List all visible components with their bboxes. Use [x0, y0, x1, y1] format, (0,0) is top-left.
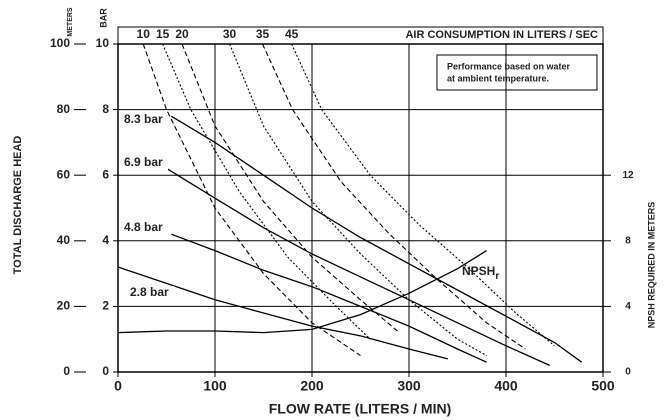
curve [117, 266, 448, 360]
x-tick-label: 100 [203, 378, 227, 394]
y2-tick-label: 4 [625, 301, 631, 312]
x-tick-label: 300 [397, 378, 421, 394]
x-tick-label: 400 [494, 378, 518, 394]
air-label: 20 [175, 27, 189, 41]
y-tick-label: 60 [57, 167, 71, 181]
note-line: at ambient temperature. [447, 73, 549, 83]
curve [170, 115, 583, 363]
air-label: 45 [285, 27, 299, 41]
air-curve [142, 43, 361, 357]
air-curve [162, 43, 371, 340]
curve [171, 233, 487, 363]
air-curve [262, 43, 526, 350]
label-bg [122, 221, 168, 235]
y-unit-label: METERS [67, 7, 74, 37]
series-label: 4.8 bar [124, 220, 163, 234]
note-line: Performance based on water [447, 61, 571, 71]
air-label: 10 [137, 27, 151, 41]
y-tick-label: 80 [57, 102, 71, 116]
air-label: 15 [156, 27, 170, 41]
bar-tick-label: 2 [102, 299, 109, 313]
bar-tick-label: 8 [102, 102, 109, 116]
series-label: 2.8 bar [130, 285, 169, 299]
air-label: 35 [256, 27, 270, 41]
air-label: 30 [223, 27, 237, 41]
note-box [436, 54, 598, 91]
air-curve [291, 43, 555, 347]
y-tick-label: 40 [57, 233, 71, 247]
bar-tick-label: 0 [102, 364, 109, 378]
bar-unit-label: BAR [98, 8, 108, 28]
bar-tick-label: 4 [102, 233, 109, 247]
y-tick-label: 0 [63, 364, 70, 378]
y2-tick-label: 12 [622, 170, 634, 181]
label-bg [122, 156, 168, 170]
top-label: AIR CONSUMPTION IN LITERS / SEC [405, 29, 598, 41]
plot-frame [117, 43, 604, 373]
bar-tick-label: 6 [102, 167, 109, 181]
curve [161, 164, 550, 366]
y-tick-label: 100 [50, 36, 70, 50]
curve [117, 250, 487, 334]
x-tick-label: 200 [300, 378, 324, 394]
y-axis-title: TOTAL DISCHARGE HEAD [12, 136, 24, 275]
label-bg [128, 286, 174, 300]
x-tick-label: 0 [114, 378, 122, 394]
x-tick-label: 500 [591, 378, 615, 394]
npsh-name: NPSH [462, 264, 495, 278]
x-axis-title: FLOW RATE (LITERS / MIN) [269, 401, 452, 417]
air-curve [181, 43, 400, 334]
y2-tick-label: 8 [625, 235, 631, 246]
y2-tick-label: 0 [625, 367, 631, 378]
series-label: 8.3 bar [124, 112, 163, 126]
air-curve [229, 43, 487, 357]
series-label: 6.9 bar [124, 155, 163, 169]
label-bg [122, 113, 168, 127]
npsh-subscript: r [495, 271, 499, 282]
y-tick-label: 20 [57, 299, 71, 313]
npsh-label: NPSHr [462, 264, 499, 281]
bar-tick-label: 10 [96, 36, 110, 50]
y2-axis-title: NPSH REQUIRED IN METERS [646, 202, 656, 329]
